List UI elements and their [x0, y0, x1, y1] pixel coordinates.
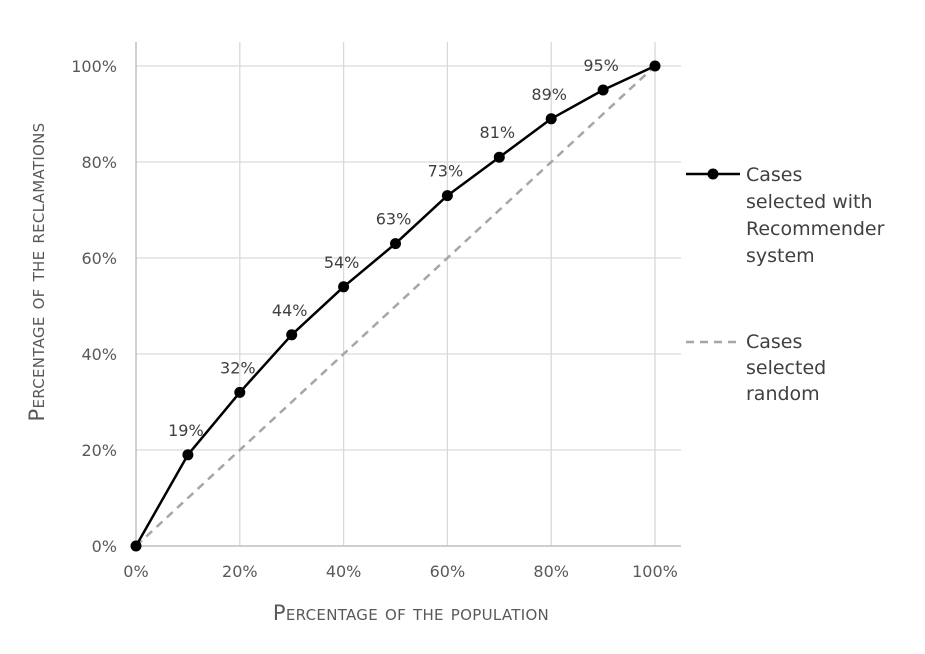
y-tick-label: 60%: [81, 249, 117, 268]
data-label: 44%: [272, 301, 308, 320]
data-label: 81%: [480, 123, 516, 142]
axes: [135, 42, 681, 547]
x-tick-label: 60%: [430, 562, 466, 581]
legend-label-random-line1: Cases: [746, 331, 802, 353]
y-axis-tick-labels: 0% 20% 40% 60% 80% 100%: [71, 57, 117, 556]
y-tick-label: 100%: [71, 57, 117, 76]
legend-label-random-line2: selected: [746, 357, 826, 379]
legend-label-recommender-line3: Recommender: [746, 218, 885, 240]
y-tick-label: 0%: [92, 537, 117, 556]
data-point: [286, 329, 298, 341]
legend-item-recommender: Cases selected with Recommender system: [686, 164, 885, 267]
legend: Cases selected with Recommender system C…: [686, 164, 885, 405]
data-labels: 19% 32% 44% 54% 63% 73% 81% 89% 95%: [168, 56, 619, 440]
data-label: 54%: [324, 253, 360, 272]
legend-label-random-line3: random: [746, 383, 820, 405]
data-point: [493, 151, 505, 163]
legend-label-recommender-line4: system: [746, 245, 815, 267]
series-line-random: [135, 65, 656, 547]
data-label: 73%: [428, 162, 464, 181]
x-tick-label: 100%: [632, 562, 678, 581]
data-label: 32%: [220, 358, 256, 377]
y-tick-label: 80%: [81, 153, 117, 172]
x-axis-tick-labels: 0% 20% 40% 60% 80% 100%: [123, 562, 678, 581]
data-label: 63%: [376, 210, 412, 229]
x-tick-label: 0%: [123, 562, 148, 581]
data-point: [234, 386, 246, 398]
legend-label-recommender-line1: Cases: [746, 164, 802, 186]
data-label: 19%: [168, 421, 204, 440]
gridlines: [136, 42, 681, 546]
x-axis-title: Percentage of the population: [273, 601, 549, 625]
data-point: [597, 84, 609, 96]
y-tick-label: 20%: [81, 441, 117, 460]
x-tick-label: 20%: [222, 562, 258, 581]
data-point: [545, 113, 557, 125]
data-label: 95%: [583, 56, 619, 75]
y-tick-label: 40%: [81, 345, 117, 364]
data-point: [390, 238, 401, 250]
data-point: [649, 60, 661, 72]
data-point: [338, 281, 350, 293]
x-tick-label: 40%: [326, 562, 362, 581]
series-lines: [130, 60, 661, 552]
data-point: [130, 540, 142, 552]
x-tick-label: 80%: [533, 562, 569, 581]
legend-marker-recommender: [707, 168, 719, 180]
legend-label-recommender-line2: selected with: [746, 191, 873, 213]
data-label: 89%: [531, 85, 567, 104]
data-point: [441, 190, 453, 202]
legend-item-random: Cases selected random: [686, 331, 826, 405]
y-axis-title: Percentage of the reclamations: [25, 123, 49, 422]
data-point: [182, 449, 194, 461]
